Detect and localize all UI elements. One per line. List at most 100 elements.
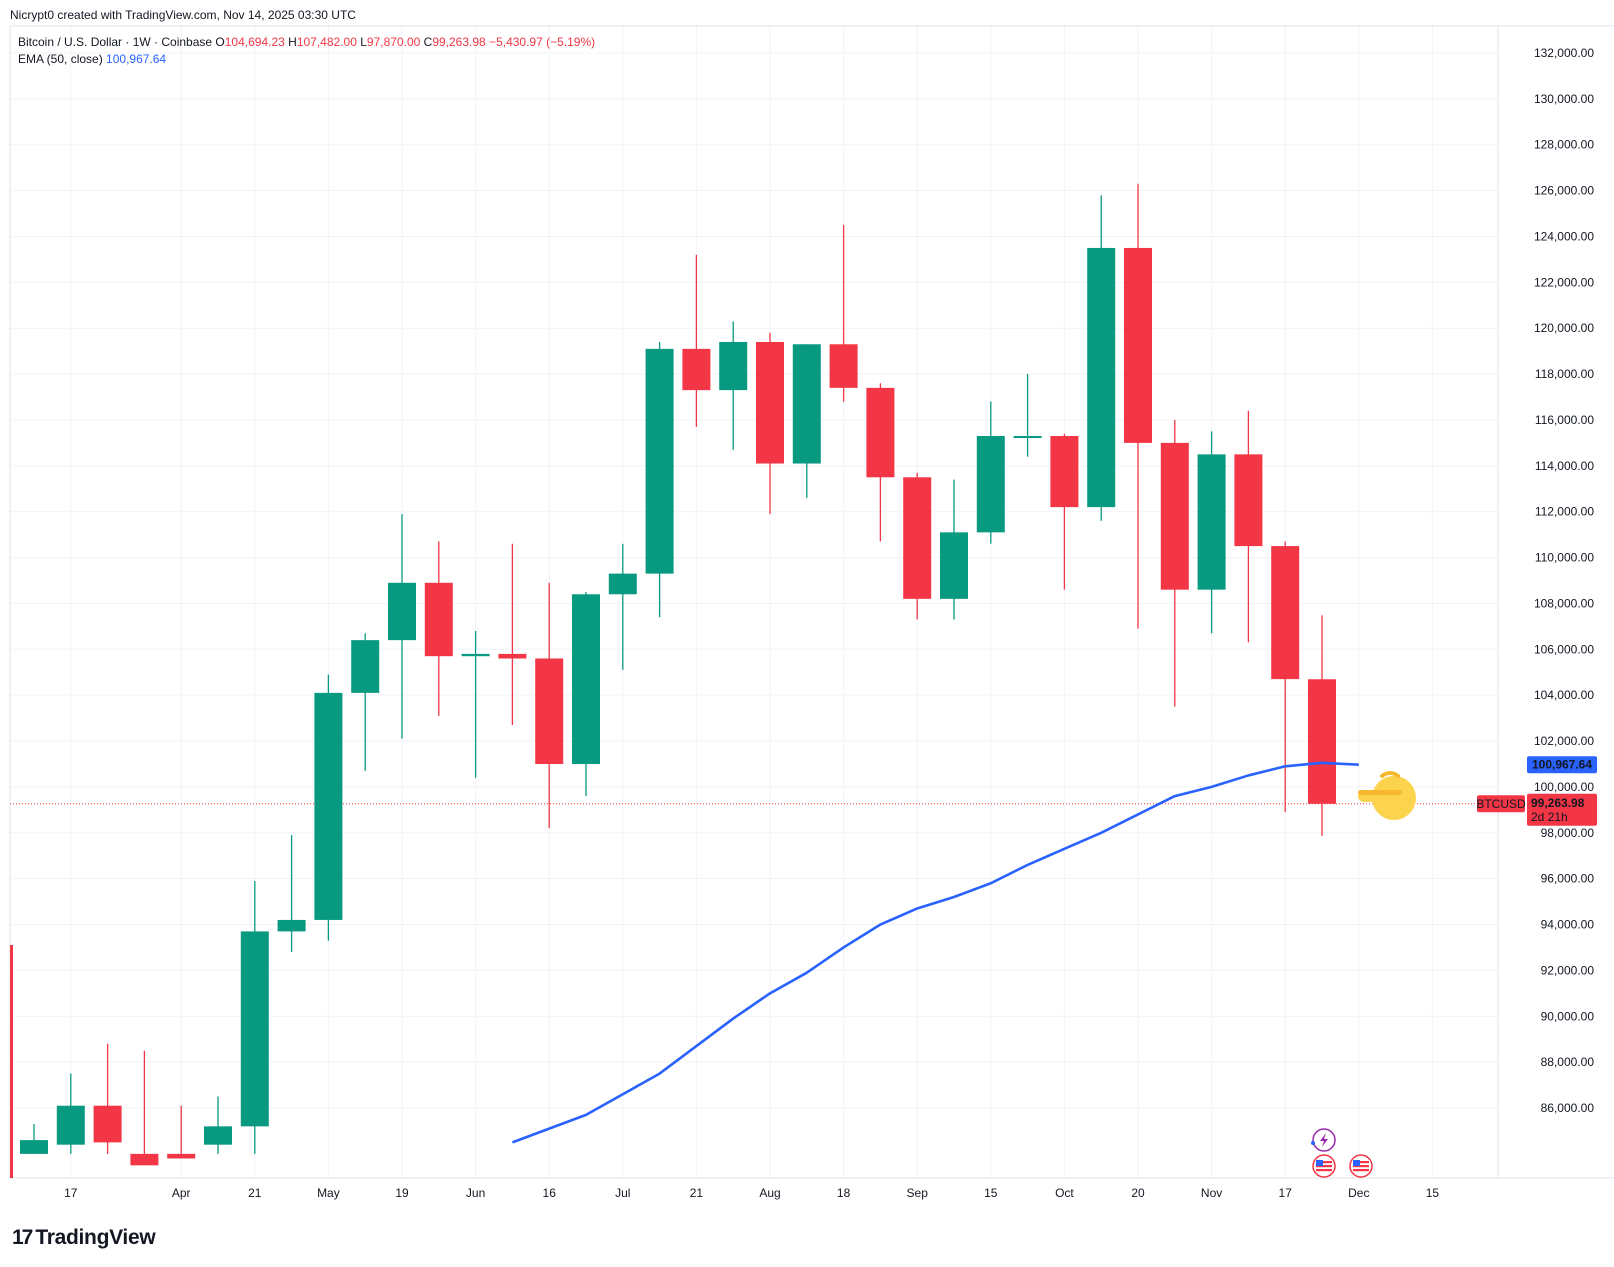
candles [20,183,1336,1166]
candle-body [792,344,821,464]
time-tick-label: 20 [1131,1186,1145,1200]
candle-body [1013,436,1042,439]
low-value: 97,870.00 [366,35,421,49]
open-value: 104,694.23 [224,35,285,49]
candle [976,401,1005,544]
price-tick-label: 92,000.00 [1541,963,1595,977]
candle-body [314,692,343,920]
candle [1087,195,1116,521]
price-tick-label: 110,000.00 [1535,551,1594,565]
candle [1197,431,1226,634]
time-tick-label: 15 [1426,1186,1440,1200]
candle [20,1124,48,1154]
candle-body [1308,679,1336,804]
candle [866,383,895,542]
candle-body [1087,247,1116,508]
price-tick-label: 114,000.00 [1535,459,1594,473]
price-tick-label: 120,000.00 [1534,321,1594,335]
symbol-title[interactable]: Bitcoin / U.S. Dollar · 1W · Coinbase [18,35,213,49]
price-tick-label: 102,000.00 [1534,734,1594,748]
candle-body [1050,436,1079,508]
candle-body [167,1153,196,1159]
open-label: O [215,35,225,49]
candle [1160,419,1189,707]
ema-line [511,761,1359,1144]
candle-body [1124,247,1152,443]
tradingview-logo[interactable]: 17 TradingView [12,1226,156,1250]
last-price-tag: 99,263.98 [1531,796,1585,810]
lightning-icon[interactable] [1311,1128,1336,1152]
price-tick-label: 86,000.00 [1541,1101,1595,1115]
price-tick-label: 90,000.00 [1541,1009,1595,1023]
price-tick-label: 96,000.00 [1541,872,1595,886]
candle-body [461,653,490,657]
time-tick-label: Dec [1348,1186,1369,1200]
candle-body [204,1126,232,1145]
candle-body [277,919,306,932]
candle-body [424,582,453,657]
candle-body [719,341,748,391]
price-tags: 100,967.64 BTCUSD 99,263.98 2d 21h [1476,756,1597,826]
change-value: −5,430.97 (−5.19%) [489,35,596,49]
price-tick-label: 98,000.00 [1541,826,1595,840]
price-axis[interactable]: 86,000.00 88,000.00 90,000.00 92,000.00 94,0… [1534,46,1594,1115]
candle-body [829,344,858,388]
candle-body [976,436,1005,533]
pointing-hand-icon [1358,771,1416,820]
tradingview-mark-icon: 17 [12,1226,33,1249]
us-flag-icon[interactable] [1312,1154,1336,1178]
price-tick-label: 130,000.00 [1534,92,1594,106]
candle [130,1050,159,1166]
candle-body [1271,546,1300,680]
candle-body [1160,442,1189,590]
price-tick-label: 126,000.00 [1534,184,1594,198]
high-value: 107,482.00 [296,35,357,49]
price-tick-label: 100,000.00 [1534,780,1594,794]
time-tick-label: May [317,1186,340,1200]
candle-body [93,1105,122,1143]
candle [1271,541,1300,813]
candle-body [498,653,527,659]
time-tick-label: Jun [466,1186,485,1200]
left-edge-red-marker [10,945,13,1178]
candle [93,1043,122,1154]
candle [535,582,564,829]
candle [314,674,343,941]
price-tick-label: 88,000.00 [1541,1055,1595,1069]
symbol-tag: BTCUSD [1476,797,1526,811]
candle-body [940,532,968,599]
time-tick-label: Apr [172,1186,191,1200]
time-tick-label: 17 [64,1186,78,1200]
candle-body [866,387,895,478]
price-tick-label: 94,000.00 [1541,918,1595,932]
candle [1308,615,1336,836]
candle-body [20,1140,48,1154]
time-tick-label: 17 [1279,1186,1293,1200]
price-tick-label: 124,000.00 [1534,229,1594,243]
time-tick-label: Sep [907,1186,929,1200]
candle-body [903,477,932,599]
candle [351,633,380,771]
legend: Bitcoin / U.S. Dollar · 1W · Coinbase O1… [18,34,595,68]
low-label: L [360,35,367,49]
candle-body [535,658,564,764]
time-tick-label: Nov [1201,1186,1222,1200]
time-tick-label: 15 [984,1186,998,1200]
candle [277,835,306,953]
time-axis[interactable]: 17 Apr 21 May 19 Jun 16 Jul 21 Aug 18 Sep 15 Oct 20 Nov… [64,1186,1439,1200]
price-tick-label: 128,000.00 [1534,138,1594,152]
candle [682,254,711,427]
candle-body [388,582,416,641]
ema-price-tag-bg [1527,756,1597,774]
ema-label[interactable]: EMA (50, close) [18,52,103,66]
brand-name: TradingView [35,1226,156,1249]
time-tick-label: 21 [690,1186,704,1200]
candle [719,321,748,450]
candle-body [56,1105,85,1145]
candle-body [572,594,600,764]
candle-body [130,1153,159,1166]
candle [1050,433,1079,590]
ema-price-tag: 100,967.64 [1532,758,1592,772]
us-flag-icon[interactable] [1349,1154,1373,1178]
